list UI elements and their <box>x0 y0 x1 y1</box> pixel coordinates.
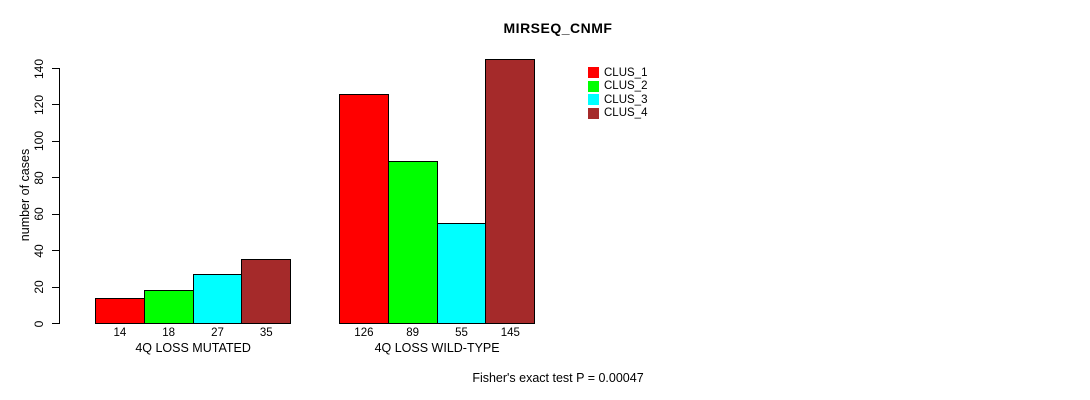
legend-swatch-clus_1 <box>588 67 599 79</box>
y-tick-label: 40 <box>32 243 46 258</box>
legend: CLUS_1 CLUS_2 CLUS_3 CLUS_4 <box>588 66 647 120</box>
bar-value-label: 27 <box>211 327 224 339</box>
y-tick <box>52 213 59 215</box>
y-tick <box>52 323 59 324</box>
bar <box>95 297 145 324</box>
bar <box>192 273 243 324</box>
y-tick-label: 60 <box>32 207 46 221</box>
y-tick <box>52 140 59 142</box>
y-tick <box>52 68 59 69</box>
bar <box>485 58 536 324</box>
legend-swatch-clus_4 <box>588 107 599 119</box>
y-tick <box>52 286 59 288</box>
y-tick-label: 80 <box>32 171 46 185</box>
y-tick-label: 100 <box>32 131 46 152</box>
bar-value-label: 35 <box>259 327 273 339</box>
bar-value-label: 126 <box>354 327 374 339</box>
bar <box>339 93 389 324</box>
bar <box>387 160 438 324</box>
group-label: 4Q LOSS WILD-TYPE <box>374 341 500 355</box>
bar <box>241 259 292 324</box>
legend-swatch-clus_2 <box>588 80 599 92</box>
legend-swatch-clus_3 <box>588 94 599 106</box>
y-tick-label: 140 <box>32 58 46 79</box>
y-tick <box>52 250 59 252</box>
legend-label: CLUS_2 <box>604 80 648 93</box>
legend-item: CLUS_2 <box>588 80 647 94</box>
y-tick-label: 0 <box>32 320 46 327</box>
group-label: 4Q LOSS MUTATED <box>135 341 251 355</box>
bar-value-label: 18 <box>162 327 176 339</box>
legend-label: CLUS_3 <box>604 93 648 106</box>
bar-value-label: 145 <box>500 327 520 339</box>
y-axis-line <box>59 68 60 324</box>
y-tick-label: 120 <box>32 94 46 115</box>
legend-item: CLUS_4 <box>588 107 647 121</box>
bar <box>143 290 194 324</box>
legend-item: CLUS_3 <box>588 93 647 107</box>
legend-item: CLUS_1 <box>588 66 647 80</box>
bar <box>436 222 487 324</box>
bar-value-label: 89 <box>406 327 420 339</box>
legend-label: CLUS_4 <box>604 107 648 120</box>
bar-value-label: 55 <box>455 327 468 339</box>
fisher-test-annotation: Fisher's exact test P = 0.00047 <box>472 371 644 385</box>
y-tick <box>52 177 59 179</box>
y-axis-label: number of cases <box>18 148 32 242</box>
bar-value-label: 14 <box>113 327 127 339</box>
y-tick-label: 20 <box>32 280 46 294</box>
y-tick <box>52 104 59 106</box>
legend-label: CLUS_1 <box>604 66 648 79</box>
chart-title: MIRSEQ_CNMF <box>503 20 613 36</box>
